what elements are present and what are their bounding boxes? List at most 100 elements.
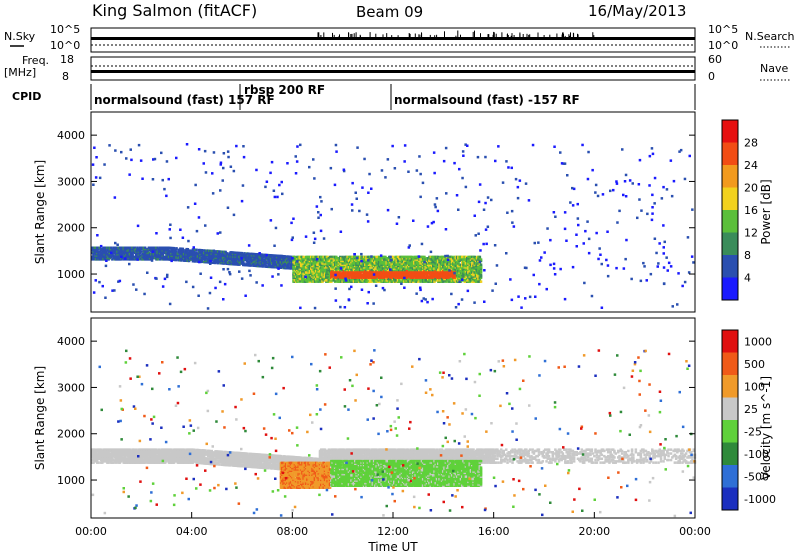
power-cell (367, 262, 371, 265)
nsky-spike (414, 33, 416, 37)
power-cell (361, 280, 364, 283)
power-cell (648, 184, 651, 187)
power-cell (341, 272, 344, 276)
power-cell (172, 246, 176, 250)
power-cell (279, 261, 283, 264)
power-cell (238, 263, 241, 266)
power-cell (440, 277, 444, 281)
velocity-cell (109, 456, 113, 459)
power-cell (307, 273, 310, 277)
power-cell (467, 275, 470, 278)
velocity-cell (121, 452, 124, 455)
power-cell (354, 266, 357, 269)
power-cell (366, 266, 370, 269)
power-cell (425, 262, 429, 265)
power-cell (477, 200, 481, 204)
power-cell (474, 272, 478, 276)
left-tick-bottom: 10^0 (50, 39, 80, 52)
power-cell (683, 177, 687, 181)
power-cell (313, 260, 317, 264)
power-cell (417, 255, 421, 258)
power-cell (210, 252, 213, 255)
power-cell (292, 279, 295, 282)
power-cell (328, 270, 332, 273)
power-cell (453, 276, 456, 279)
power-cell (293, 259, 297, 263)
velocity-cell (160, 456, 163, 459)
velocity-cell (141, 452, 144, 455)
velocity-cell (101, 461, 104, 464)
velocity-cell (132, 448, 135, 451)
power-cell (126, 251, 129, 255)
power-cell (268, 263, 271, 266)
power-cell (421, 263, 425, 266)
power-cell (376, 260, 380, 264)
power-cell (301, 276, 304, 279)
velocity-cell (119, 456, 123, 459)
power-cell (438, 277, 441, 281)
power-cell (302, 264, 305, 268)
velocity-cell (128, 451, 132, 454)
power-cell (140, 247, 143, 251)
power-cell (209, 276, 213, 279)
power-cell (462, 271, 465, 274)
power-cell (406, 255, 410, 259)
power-cell (294, 155, 297, 158)
power-cell (249, 253, 252, 257)
power-cell (386, 259, 390, 263)
power-cell (310, 279, 313, 282)
power-cell (425, 273, 429, 277)
power-cell (208, 249, 211, 252)
power-cell (96, 254, 99, 257)
power-cell (516, 185, 520, 189)
power-cell (431, 297, 434, 301)
power-cell (331, 273, 334, 277)
power-cell (651, 212, 654, 215)
power-cell (365, 280, 368, 283)
power-cell (437, 277, 440, 281)
power-cell (240, 254, 244, 257)
power-cell (313, 271, 317, 274)
power-cell (357, 266, 361, 269)
power-cell (347, 259, 351, 263)
power-cell (117, 253, 120, 256)
power-cell (273, 195, 277, 199)
power-cell (141, 177, 144, 180)
power-cell (382, 275, 386, 278)
power-cell (478, 272, 482, 276)
velocity-cell (151, 458, 154, 462)
power-cell (414, 266, 417, 269)
power-cell (346, 268, 349, 272)
power-cell (293, 279, 297, 282)
velocity-cell (138, 449, 142, 453)
power-cell (298, 270, 302, 273)
power-cell (452, 267, 455, 270)
power-cell (428, 264, 431, 268)
power-cell (447, 260, 450, 264)
power-cell (423, 266, 426, 269)
power-cell (419, 288, 422, 292)
power-cell (142, 254, 146, 257)
velocity-cell (121, 448, 124, 451)
power-cell (391, 268, 395, 272)
power-cell (322, 266, 325, 269)
power-cell (142, 256, 146, 260)
power-cell (243, 252, 246, 255)
power-cell (350, 262, 353, 265)
power-cell (367, 255, 371, 259)
power-cell (458, 255, 461, 259)
power-cell (127, 254, 130, 257)
velocity-cell (96, 456, 99, 459)
power-cell (382, 262, 386, 265)
power-cell (317, 211, 320, 214)
power-cell (104, 264, 108, 268)
power-cell (195, 251, 198, 254)
power-cell (93, 249, 96, 252)
power-cell (350, 268, 353, 272)
power-cell (293, 276, 297, 279)
velocity-cell (132, 451, 135, 454)
velocity-cell (153, 451, 157, 454)
velocity-cell (153, 453, 157, 457)
power-cell (151, 255, 154, 259)
power-cell (189, 257, 192, 260)
